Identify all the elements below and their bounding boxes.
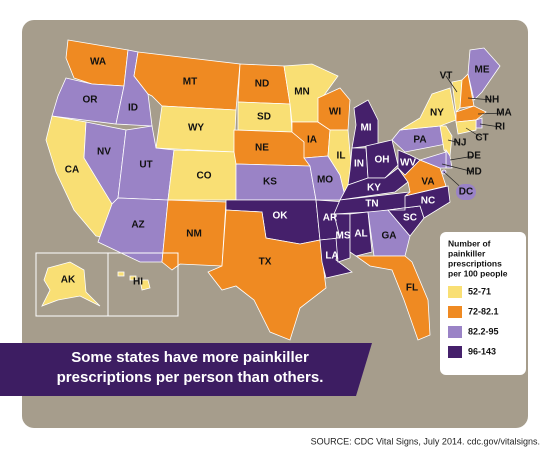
state-label: FL: [406, 283, 418, 294]
state-label: ID: [128, 103, 138, 114]
state-label: VA: [421, 177, 434, 188]
state-label: SD: [257, 112, 271, 123]
state-shape: [117, 271, 125, 277]
state-label: UT: [139, 160, 152, 171]
legend-swatch: [448, 286, 462, 298]
state-label: NM: [186, 229, 202, 240]
state-labels: WA OR CA NV ID MT WY UT AZ CO NM ND SD NE KS OK TX MN IA MO…: [61, 57, 512, 294]
state-label: OH: [375, 155, 390, 166]
state-label: IA: [307, 135, 317, 146]
state-label: MD: [466, 167, 482, 178]
state-label: ND: [255, 79, 269, 90]
state-shape: [129, 275, 137, 281]
state-shape: [467, 47, 501, 101]
state-shape: [387, 185, 451, 219]
state-label: WV: [400, 158, 416, 169]
state-label: MS: [336, 231, 351, 242]
banner-line: Some states have more painkiller: [71, 349, 309, 366]
leader-line: [465, 127, 483, 139]
state-label: NC: [421, 196, 435, 207]
state-label: MI: [360, 123, 371, 134]
state-label: HI: [133, 277, 143, 288]
state-label: OK: [273, 211, 289, 222]
dc-badge: [456, 184, 476, 200]
state-label: NY: [430, 108, 444, 119]
legend-swatch: [448, 346, 462, 358]
state-label: KS: [263, 177, 277, 188]
us-map: [41, 39, 501, 341]
state-label: SC: [403, 213, 417, 224]
state-shape: [139, 279, 151, 291]
legend-swatch: [448, 306, 462, 318]
legend-label: 72-82.1: [468, 306, 499, 316]
state-shape: [418, 151, 447, 169]
leader-line: [449, 155, 475, 161]
state-shape: [475, 117, 483, 129]
state-label: PA: [413, 135, 426, 146]
state-shape: [41, 261, 101, 307]
leader-line: [445, 75, 458, 93]
state-shape: [455, 119, 477, 135]
leader-line: [477, 112, 505, 115]
legend-title: per 100 people: [448, 268, 508, 278]
state-label: RI: [495, 122, 505, 133]
source-note: SOURCE: CDC Vital Signs, July 2014. cdc.…: [311, 436, 540, 446]
state-label: KY: [367, 183, 381, 194]
state-shape: [397, 149, 421, 176]
state-shape: [207, 209, 327, 341]
state-label: AK: [61, 275, 76, 286]
state-label: ME: [475, 65, 490, 76]
state-label: AR: [323, 213, 338, 224]
state-label: IL: [337, 151, 346, 162]
state-shape: [455, 105, 487, 123]
state-label: MT: [183, 77, 197, 88]
state-label: MO: [317, 175, 333, 186]
state-label: IN: [354, 159, 364, 170]
state-label: AL: [354, 229, 367, 240]
leader-line: [441, 163, 475, 173]
state-label: CT: [475, 133, 488, 144]
state-label: NE: [255, 143, 269, 154]
state-label: TN: [365, 199, 378, 210]
legend-label: 52-71: [468, 286, 491, 296]
leader-line: [467, 97, 493, 101]
leader-line: [447, 139, 461, 144]
hawaii-inset: [107, 252, 179, 317]
state-label: VT: [440, 71, 453, 82]
state-label: CA: [65, 165, 79, 176]
state-label: NJ: [454, 138, 467, 149]
state-label: NV: [97, 147, 111, 158]
state-label: MN: [294, 87, 310, 98]
state-shape: [365, 139, 399, 179]
banner: [0, 343, 372, 396]
state-label: WY: [188, 123, 204, 134]
state-label: TX: [259, 257, 272, 268]
state-label: CO: [197, 171, 212, 182]
state-label: DE: [467, 151, 481, 162]
state-label: OR: [83, 95, 99, 106]
banner-line: prescriptions per person than others.: [57, 369, 324, 386]
state-label: AZ: [131, 220, 144, 231]
state-label: NH: [485, 95, 499, 106]
legend-swatch: [448, 326, 462, 338]
legend-title: Number of: [448, 238, 491, 248]
legend-title: prescriptions: [448, 258, 502, 268]
legend-label: 82.2-95: [468, 326, 499, 336]
leader-line: [479, 123, 501, 128]
state-shape: [349, 211, 373, 257]
legend-title: painkiller: [448, 248, 486, 258]
state-label: DC: [459, 187, 473, 198]
state-label: WI: [329, 107, 341, 118]
state-shape: [367, 209, 411, 257]
state-shape: [354, 255, 431, 341]
legend-box: [440, 232, 526, 375]
state-label: WA: [90, 57, 106, 68]
state-shape: [439, 125, 453, 157]
state-label: GA: [382, 231, 397, 242]
legend-label: 96-143: [468, 346, 496, 356]
state-label: LA: [325, 251, 338, 262]
state-label: MA: [496, 108, 512, 119]
